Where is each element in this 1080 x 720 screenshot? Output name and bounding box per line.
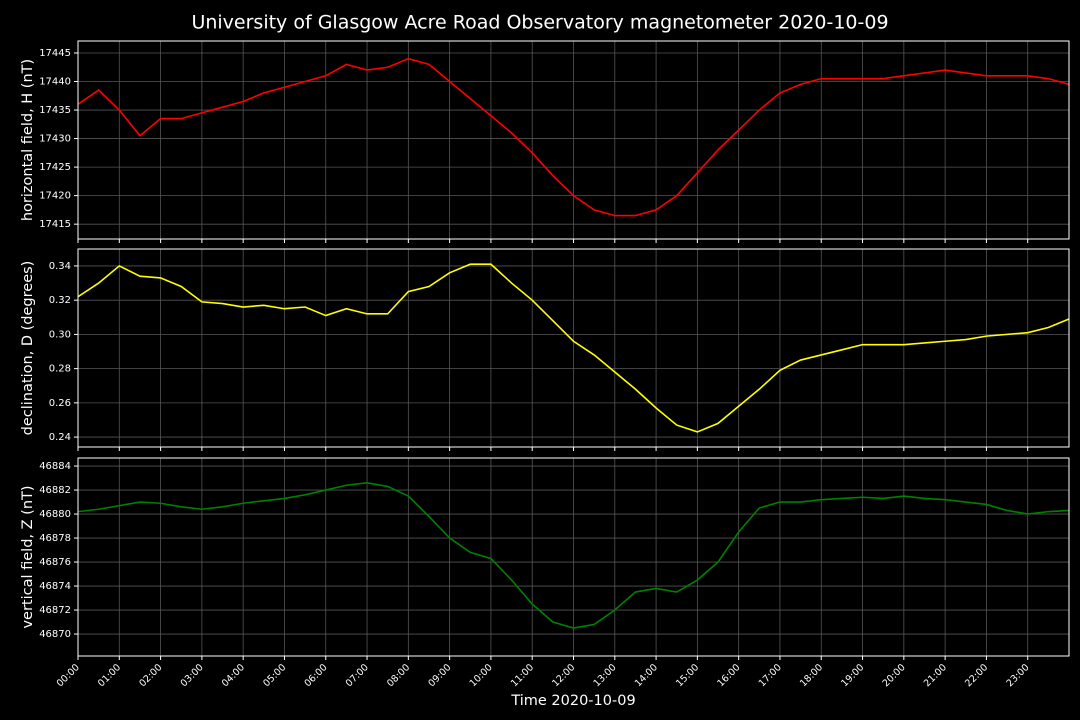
y-tick-label: 0.28	[49, 364, 71, 375]
chart-title: University of Glasgow Acre Road Observat…	[191, 12, 888, 34]
y-axis-label: declination, D (degrees)	[20, 261, 36, 436]
data-line	[77, 482, 1070, 629]
data-line	[77, 263, 1070, 433]
y-tick-label: 46882	[39, 485, 71, 496]
x-axis-label: Time 2020-10-09	[510, 693, 635, 709]
y-tick-label: 0.26	[49, 398, 71, 409]
data-line	[77, 57, 1070, 217]
axes-frame	[77, 248, 1070, 448]
y-tick-label: 17425	[39, 162, 71, 173]
y-axis-label: vertical field, Z (nT)	[20, 485, 36, 628]
y-tick-label: 46872	[39, 605, 71, 616]
y-tick-label: 46874	[39, 581, 71, 592]
y-tick-label: 0.30	[49, 329, 71, 340]
y-tick-label: 17445	[39, 48, 71, 59]
y-tick-label: 17430	[39, 134, 71, 145]
y-tick-label: 17415	[39, 219, 71, 230]
y-tick-label: 46884	[39, 461, 71, 472]
y-tick-label: 46870	[39, 629, 71, 640]
y-tick-label: 0.34	[49, 261, 71, 272]
y-tick-label: 46880	[39, 509, 71, 520]
y-tick-label: 46878	[39, 533, 71, 544]
y-tick-label: 46876	[39, 557, 71, 568]
y-tick-label: 17440	[39, 77, 71, 88]
axes-frame	[77, 457, 1070, 657]
y-tick-label: 17435	[39, 105, 71, 116]
y-tick-label: 0.24	[49, 432, 71, 443]
axes-frame	[77, 40, 1070, 240]
y-tick-label: 17420	[39, 191, 71, 202]
y-tick-label: 0.32	[49, 295, 71, 306]
y-axis-label: horizontal field, H (nT)	[20, 59, 36, 221]
